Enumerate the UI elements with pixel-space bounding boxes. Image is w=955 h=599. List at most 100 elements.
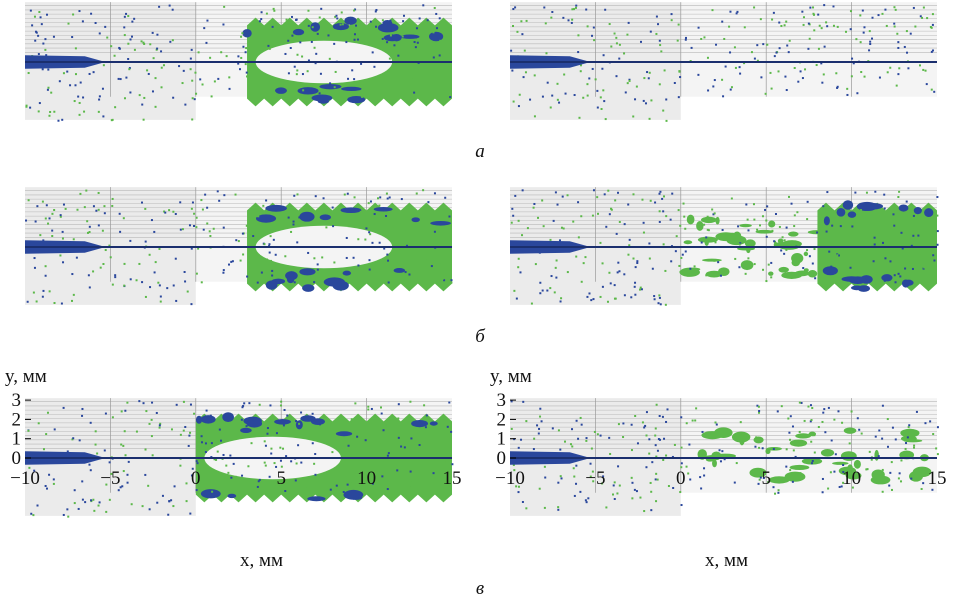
dot [770, 261, 773, 264]
dot [713, 259, 716, 262]
dot [658, 415, 661, 418]
dot [586, 25, 589, 28]
dot [62, 72, 65, 75]
dot [286, 414, 289, 417]
dot [608, 213, 611, 216]
dot [533, 437, 536, 440]
dot [204, 442, 207, 445]
dot [520, 438, 523, 441]
dot [557, 508, 560, 511]
dot [128, 68, 131, 71]
dot [605, 225, 608, 228]
dot [245, 71, 248, 74]
dot [932, 254, 935, 257]
dot [884, 257, 887, 260]
dot [119, 230, 122, 233]
green-blob [700, 216, 717, 224]
dot [369, 233, 372, 236]
dot [802, 23, 805, 26]
dot [440, 261, 443, 264]
dot [405, 469, 408, 472]
dot [190, 474, 193, 477]
dot [124, 454, 127, 457]
green-blob [807, 270, 818, 278]
dot [803, 419, 806, 422]
blue-blob [841, 276, 862, 282]
dot [715, 43, 718, 46]
dot [72, 13, 75, 16]
dot [711, 208, 714, 211]
dot [824, 431, 827, 434]
dot [894, 222, 897, 225]
dot [183, 271, 186, 274]
dot [71, 273, 74, 276]
dot [367, 405, 370, 408]
dot [594, 78, 597, 81]
dot [30, 512, 33, 515]
dot [74, 47, 77, 50]
dot [435, 27, 438, 30]
dot [155, 48, 158, 51]
dot [549, 238, 552, 241]
dot [546, 81, 549, 84]
dot [414, 46, 417, 49]
dot [513, 469, 516, 472]
dot [592, 26, 595, 29]
dot [329, 488, 332, 491]
dot [615, 75, 618, 78]
dot [530, 302, 533, 305]
dot [743, 62, 746, 65]
dot [656, 478, 659, 481]
dot [798, 401, 801, 404]
dot [79, 192, 82, 195]
dot [577, 201, 580, 204]
dot [641, 198, 644, 201]
dot [46, 411, 49, 414]
dot [935, 447, 938, 450]
dot [158, 247, 161, 250]
dot [88, 72, 91, 75]
dot [318, 423, 321, 426]
dot [82, 96, 85, 99]
dot [353, 9, 356, 12]
dot [189, 57, 192, 60]
dot [649, 30, 652, 33]
dot [797, 80, 800, 83]
dot [613, 498, 616, 501]
dot [351, 482, 354, 485]
panel [25, 187, 453, 306]
dot [907, 67, 910, 70]
row-label: б [475, 326, 486, 347]
dot [869, 43, 872, 46]
dot [273, 229, 276, 232]
dot [767, 263, 770, 266]
dot [900, 480, 903, 483]
dot [729, 88, 732, 91]
dot [539, 292, 542, 295]
dot [79, 81, 82, 84]
dot [202, 444, 205, 447]
dot [190, 207, 193, 210]
dot [316, 268, 319, 271]
dot [296, 69, 299, 72]
dot [251, 418, 254, 421]
dot [555, 259, 558, 262]
dot [179, 201, 182, 204]
dot [158, 424, 161, 427]
dot [387, 452, 390, 455]
dot [158, 284, 161, 287]
dot [517, 257, 520, 260]
dot [266, 427, 269, 430]
dot [143, 96, 146, 99]
dot [562, 16, 565, 19]
dot [802, 267, 805, 270]
dot [61, 237, 64, 240]
dot [922, 68, 925, 71]
green-blob [789, 439, 808, 447]
y-tick-label: 0 [12, 448, 22, 469]
dot [282, 424, 285, 427]
dot [799, 472, 802, 475]
dot [519, 271, 522, 274]
dot [138, 94, 141, 97]
dot [512, 8, 515, 11]
